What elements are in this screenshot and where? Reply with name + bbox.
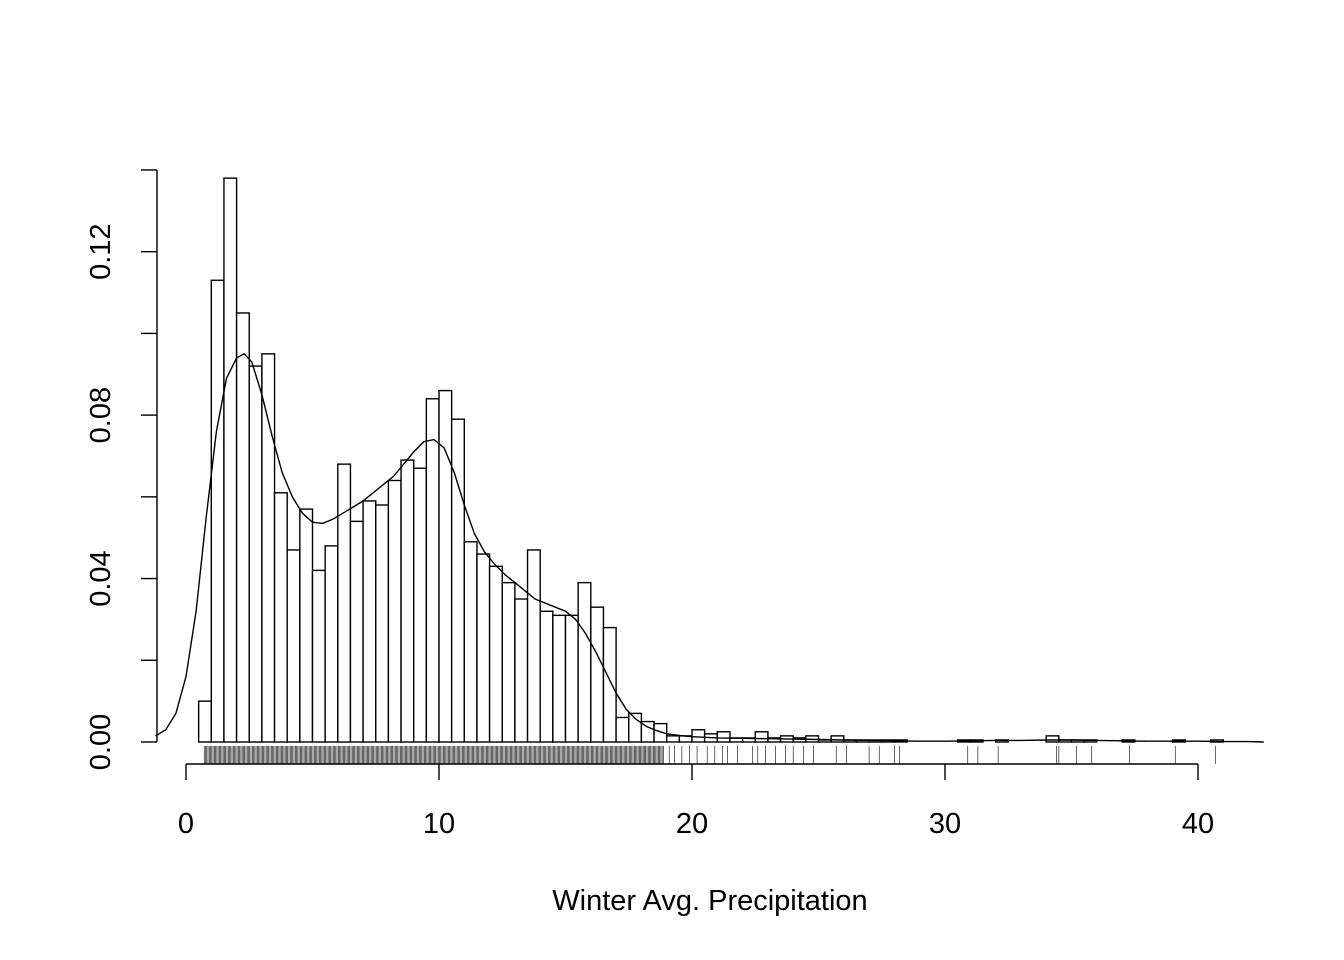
histogram-bar: [830, 735, 845, 743]
histogram-bar: [400, 459, 415, 743]
histogram-bar: [526, 549, 541, 743]
histogram-bar: [577, 581, 592, 743]
histogram-bar: [476, 553, 491, 743]
histogram-bar: [261, 353, 276, 743]
histogram-bar: [602, 626, 617, 743]
histogram-bar: [1045, 735, 1060, 743]
histogram-bar: [286, 549, 301, 743]
histogram-bar: [337, 463, 352, 743]
x-tick-label: 20: [676, 808, 708, 840]
histogram-bar: [691, 729, 706, 743]
y-axis: 0.00 0.04 0.08 0.12: [85, 169, 158, 770]
histogram-bar: [223, 177, 238, 743]
histogram-bar: [235, 312, 250, 743]
histogram-bar: [387, 479, 402, 743]
histogram-bar: [362, 500, 377, 743]
histogram-bar: [666, 735, 681, 743]
x-tick-label: 0: [178, 808, 194, 840]
histogram-bar: [438, 389, 453, 743]
histogram-bar: [501, 581, 516, 743]
histogram-bar: [754, 731, 769, 743]
y-tick-label: 0.00: [85, 714, 117, 770]
histogram-bar: [653, 722, 668, 743]
histogram-bar: [552, 614, 567, 743]
y-tick-label: 0.08: [85, 387, 117, 443]
y-tick-label: 0.12: [85, 223, 117, 279]
histogram-bar: [197, 700, 212, 743]
histogram-bar: [324, 545, 339, 743]
histogram-bar: [590, 606, 605, 743]
histogram-bar: [349, 520, 364, 743]
histogram-bar: [299, 508, 314, 743]
histogram-bar: [463, 541, 478, 743]
histogram-bar: [615, 716, 630, 743]
x-tick-label: 30: [929, 808, 961, 840]
y-tick-label: 0.04: [85, 550, 117, 606]
histogram-bar: [248, 365, 263, 743]
histogram-bar: [425, 398, 440, 743]
histogram-bar: [488, 565, 503, 743]
histogram-bar: [413, 467, 428, 743]
histogram-bar: [311, 569, 326, 743]
histogram-bars: [197, 177, 1225, 743]
histogram-bar: [273, 492, 288, 743]
histogram-bar: [564, 614, 579, 743]
histogram-bar: [450, 418, 465, 743]
x-tick-label: 40: [1182, 808, 1214, 840]
x-tick-label: 10: [423, 808, 455, 840]
histogram-bar: [716, 731, 731, 743]
rug-marks: [203, 746, 1217, 764]
histogram-bar: [375, 504, 390, 743]
x-axis: 0 10 20 30 40: [178, 763, 1214, 840]
x-axis-title: Winter Avg. Precipitation: [552, 885, 867, 917]
histogram-bar: [514, 598, 529, 743]
histogram-bar: [539, 610, 554, 743]
density-curve: [155, 352, 1264, 743]
histogram-bar: [210, 279, 225, 743]
